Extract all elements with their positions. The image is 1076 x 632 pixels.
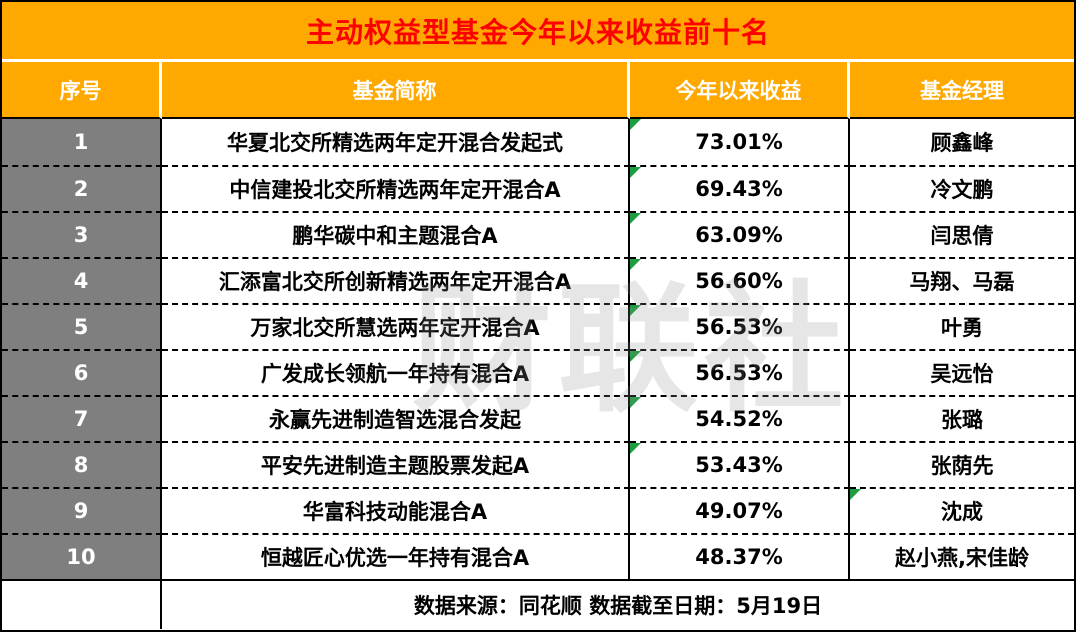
fund-manager-label: 冷文鹏: [930, 178, 994, 202]
fund-name-label: 鹏华碳中和主题混合A: [292, 224, 498, 248]
fund-manager: 张荫先: [850, 441, 1074, 487]
excel-flag-icon: [630, 305, 641, 316]
fund-name-label: 万家北交所慧选两年定开混合A: [250, 316, 540, 340]
row-index: 4: [2, 257, 162, 303]
ytd-return: 69.43%: [630, 165, 850, 211]
fund-name: 汇添富北交所创新精选两年定开混合A: [162, 257, 630, 303]
ytd-return: 56.53%: [630, 349, 850, 395]
fund-name-label: 恒越匠心优选一年持有混合A: [260, 546, 530, 570]
row-index: 6: [2, 349, 162, 395]
ytd-return-label: 54.52%: [695, 407, 783, 431]
row-index-label: 4: [73, 269, 89, 293]
row-index-label: 9: [73, 499, 89, 523]
fund-name-label: 平安先进制造主题股票发起A: [260, 454, 530, 478]
col-header-fund-name: 基金简称: [162, 62, 630, 119]
ytd-return-label: 56.60%: [695, 269, 783, 293]
row-index: 2: [2, 165, 162, 211]
fund-manager-label: 马翔、马磊: [909, 270, 1015, 294]
ytd-return: 63.09%: [630, 211, 850, 257]
fund-name: 万家北交所慧选两年定开混合A: [162, 303, 630, 349]
excel-flag-icon: [630, 213, 641, 224]
excel-flag-icon: [630, 119, 641, 130]
excel-flag-icon: [850, 489, 861, 500]
fund-manager: 赵小燕,宋佳龄: [850, 533, 1074, 579]
row-index: 8: [2, 441, 162, 487]
row-index-label: 3: [73, 223, 89, 247]
ytd-return-label: 56.53%: [695, 361, 783, 385]
fund-manager: 吴远怡: [850, 349, 1074, 395]
fund-name: 华富科技动能混合A: [162, 487, 630, 533]
ytd-return: 56.53%: [630, 303, 850, 349]
fund-manager-label: 顾鑫峰: [930, 131, 994, 155]
ytd-return-label: 53.43%: [695, 453, 783, 477]
fund-manager-label: 吴远怡: [930, 362, 994, 386]
fund-manager: 张璐: [850, 395, 1074, 441]
footer-empty-cell: [2, 579, 162, 629]
row-index: 7: [2, 395, 162, 441]
ytd-return-label: 63.09%: [695, 223, 783, 247]
fund-manager: 马翔、马磊: [850, 257, 1074, 303]
row-index: 10: [2, 533, 162, 579]
data-source-note: 数据来源：同花顺 数据截至日期：5月19日: [162, 579, 1074, 629]
table-grid: 序号 基金简称 今年以来收益 基金经理 1 华夏北交所精选两年定开混合发起式 7…: [2, 62, 1074, 629]
row-index-label: 7: [73, 407, 89, 431]
fund-manager: 闫思倩: [850, 211, 1074, 257]
ytd-return: 73.01%: [630, 119, 850, 165]
ytd-return-label: 49.07%: [695, 499, 783, 523]
row-index-label: 1: [73, 130, 89, 154]
ytd-return: 48.37%: [630, 533, 850, 579]
row-index-label: 6: [73, 361, 89, 385]
row-index: 1: [2, 119, 162, 165]
fund-name-label: 广发成长领航一年持有混合A: [260, 362, 530, 386]
fund-name-label: 中信建投北交所精选两年定开混合A: [229, 178, 561, 202]
col-header-index: 序号: [2, 62, 162, 119]
fund-manager-label: 叶勇: [941, 316, 983, 340]
ytd-return: 54.52%: [630, 395, 850, 441]
fund-manager: 沈成: [850, 487, 1074, 533]
excel-flag-icon: [630, 397, 641, 408]
fund-name: 广发成长领航一年持有混合A: [162, 349, 630, 395]
fund-manager-label: 沈成: [941, 500, 983, 524]
excel-flag-icon: [630, 443, 641, 454]
fund-name-label: 汇添富北交所创新精选两年定开混合A: [218, 270, 572, 294]
ytd-return: 56.60%: [630, 257, 850, 303]
ytd-return-label: 48.37%: [695, 545, 783, 569]
table-title: 主动权益型基金今年以来收益前十名: [2, 2, 1074, 62]
ytd-return: 49.07%: [630, 487, 850, 533]
row-index-label: 8: [73, 453, 89, 477]
row-index: 9: [2, 487, 162, 533]
fund-manager: 叶勇: [850, 303, 1074, 349]
row-index: 3: [2, 211, 162, 257]
fund-manager-label: 张璐: [941, 408, 983, 432]
row-index: 5: [2, 303, 162, 349]
fund-name: 恒越匠心优选一年持有混合A: [162, 533, 630, 579]
excel-flag-icon: [630, 167, 641, 178]
fund-name: 鹏华碳中和主题混合A: [162, 211, 630, 257]
fund-name-label: 华富科技动能混合A: [302, 500, 488, 524]
fund-manager-label: 闫思倩: [930, 224, 994, 248]
row-index-label: 2: [73, 177, 89, 201]
ytd-return-label: 56.53%: [695, 315, 783, 339]
row-index-label: 10: [66, 545, 96, 569]
fund-name: 中信建投北交所精选两年定开混合A: [162, 165, 630, 211]
fund-manager-label: 张荫先: [930, 454, 994, 478]
fund-name: 平安先进制造主题股票发起A: [162, 441, 630, 487]
fund-name-label: 华夏北交所精选两年定开混合发起式: [227, 131, 563, 155]
fund-manager-label: 赵小燕,宋佳龄: [895, 546, 1029, 570]
ytd-return-label: 73.01%: [695, 130, 783, 154]
excel-flag-icon: [630, 259, 641, 270]
fund-name: 永赢先进制造智选混合发起: [162, 395, 630, 441]
ytd-return: 53.43%: [630, 441, 850, 487]
col-header-ytd-return: 今年以来收益: [630, 62, 850, 119]
row-index-label: 5: [73, 315, 89, 339]
col-header-manager: 基金经理: [850, 62, 1074, 119]
ytd-return-label: 69.43%: [695, 177, 783, 201]
fund-name-label: 永赢先进制造智选混合发起: [269, 408, 521, 432]
fund-manager: 顾鑫峰: [850, 119, 1074, 165]
fund-name: 华夏北交所精选两年定开混合发起式: [162, 119, 630, 165]
excel-flag-icon: [630, 351, 641, 362]
fund-manager: 冷文鹏: [850, 165, 1074, 211]
